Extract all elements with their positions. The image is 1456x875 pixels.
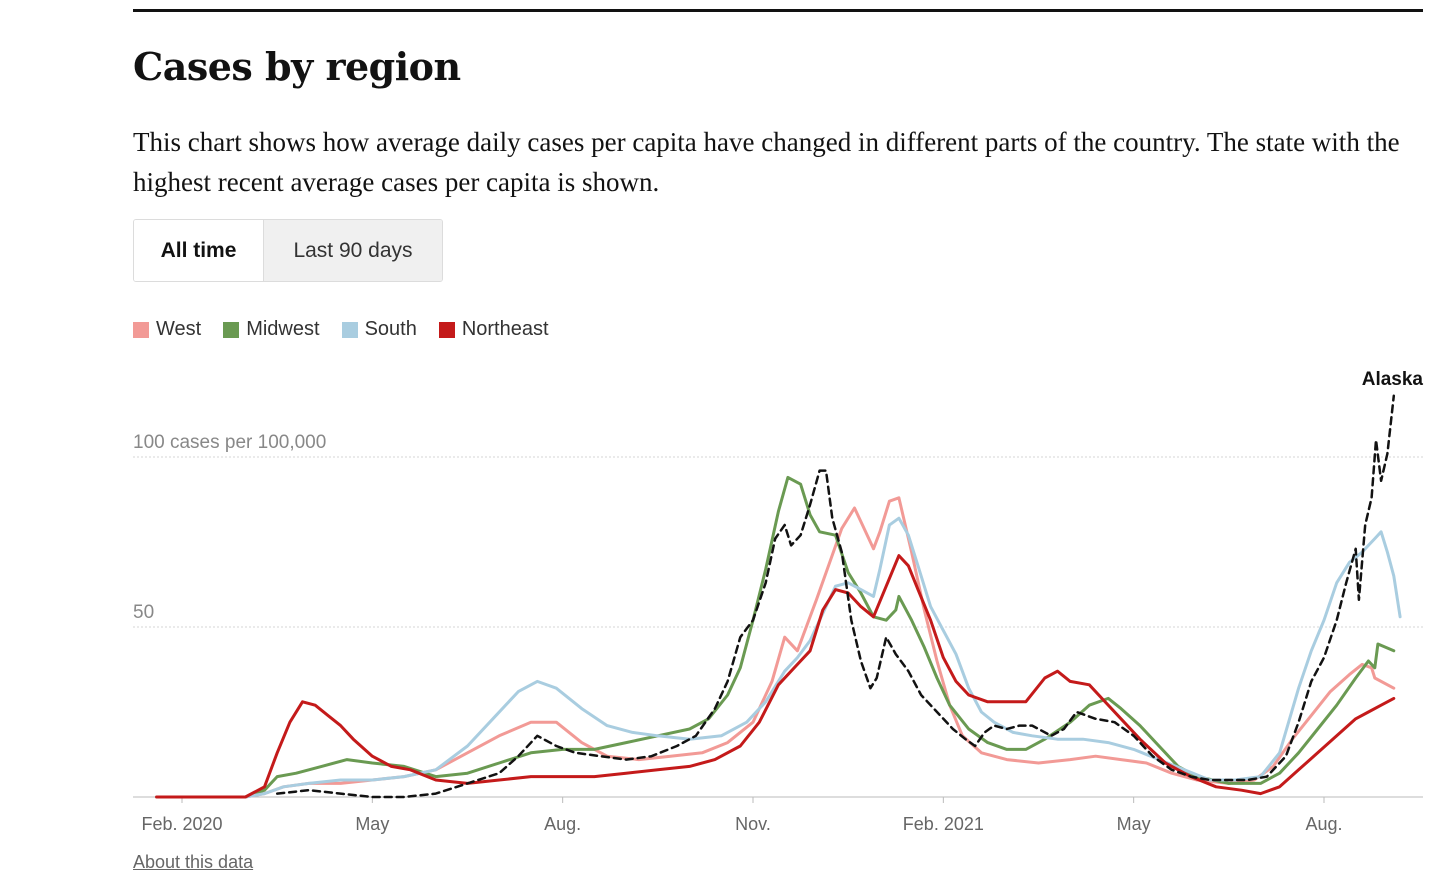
top-rule xyxy=(133,9,1423,12)
annotation-label-alaska: Alaska xyxy=(1362,369,1424,390)
x-tick-label: Aug. xyxy=(1305,814,1342,834)
legend-item-midwest: Midwest xyxy=(223,318,320,341)
legend-label-south: South xyxy=(364,318,417,340)
x-tick-label: May xyxy=(355,814,389,834)
y-tick-label: 50 xyxy=(133,602,154,623)
series-line-alaska xyxy=(275,394,1396,799)
chart-subtitle: This chart shows how average daily cases… xyxy=(133,127,1400,197)
x-tick-label: Nov. xyxy=(735,814,771,834)
x-tick-label: Feb. 2020 xyxy=(141,814,222,834)
x-tick-label: Feb. 2021 xyxy=(903,814,984,834)
about-this-data-link[interactable]: About this data xyxy=(133,852,254,872)
legend-label-northeast: Northeast xyxy=(461,318,549,340)
x-tick-label: Aug. xyxy=(544,814,581,834)
series-line-west xyxy=(155,496,1396,799)
last-90-days-button[interactable]: Last 90 days xyxy=(264,220,442,281)
y-tick-label: 100 cases per 100,000 xyxy=(133,432,326,453)
legend-label-west: West xyxy=(156,318,202,340)
legend-swatch-midwest xyxy=(223,321,240,338)
legend-item-northeast: Northeast xyxy=(438,318,549,341)
legend-label-midwest: Midwest xyxy=(246,318,320,340)
series-line-northeast xyxy=(155,554,1396,799)
legend-item-south: South xyxy=(341,318,417,341)
series-line-south xyxy=(155,516,1402,799)
legend-swatch-northeast xyxy=(438,321,455,338)
legend-item-west: West xyxy=(133,318,201,341)
time-range-toggle: All time Last 90 days xyxy=(133,219,443,282)
x-tick-label: May xyxy=(1117,814,1151,834)
legend-swatch-south xyxy=(341,321,358,338)
series-line-midwest xyxy=(155,475,1396,799)
chart-legend: West Midwest South Northeast xyxy=(133,318,571,341)
cases-line-chart: 50 100 cases per 100,000 Feb. 2020 May Aug. N… xyxy=(133,369,1424,834)
legend-swatch-west xyxy=(133,321,149,338)
chart-title: Cases by region xyxy=(133,44,461,89)
all-time-button[interactable]: All time xyxy=(134,220,264,281)
